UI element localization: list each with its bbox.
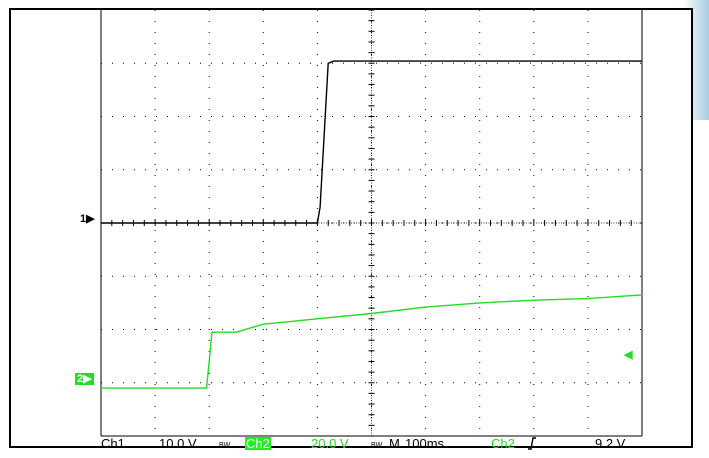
status-bar: Ch1 10.0 V BW Ch2 20.0 V BW M 100ms Ch2 … [101, 437, 642, 450]
arrow-left-icon: ◀ [624, 349, 633, 361]
ch1-bandwidth-limit: BW [219, 442, 231, 449]
ch2-trace [101, 294, 643, 389]
oscilloscope-display: 1▶ 2▶ ◀ Ch1 10.0 V BW Ch2 20.0 V BW M 10… [9, 8, 693, 450]
ch1-scale: 10.0 V [159, 436, 197, 451]
timebase-label: M [389, 436, 400, 451]
waveform-screen [100, 10, 643, 437]
ch1-trace [101, 60, 642, 224]
ch2-ground-marker: 2▶ [75, 373, 94, 385]
rising-edge-icon [528, 437, 536, 450]
ch2-label: Ch2 [245, 436, 271, 451]
ch1-label: Ch1 [101, 436, 125, 451]
ch1-ground-marker: 1▶ [80, 213, 95, 225]
ch2-scale: 20.0 V [311, 436, 349, 451]
trigger-source: Ch2 [491, 436, 515, 451]
trigger-level: 9.2 V [595, 436, 626, 451]
timebase-value: 100ms [405, 436, 445, 451]
ch2-bandwidth-limit: BW [371, 442, 383, 449]
